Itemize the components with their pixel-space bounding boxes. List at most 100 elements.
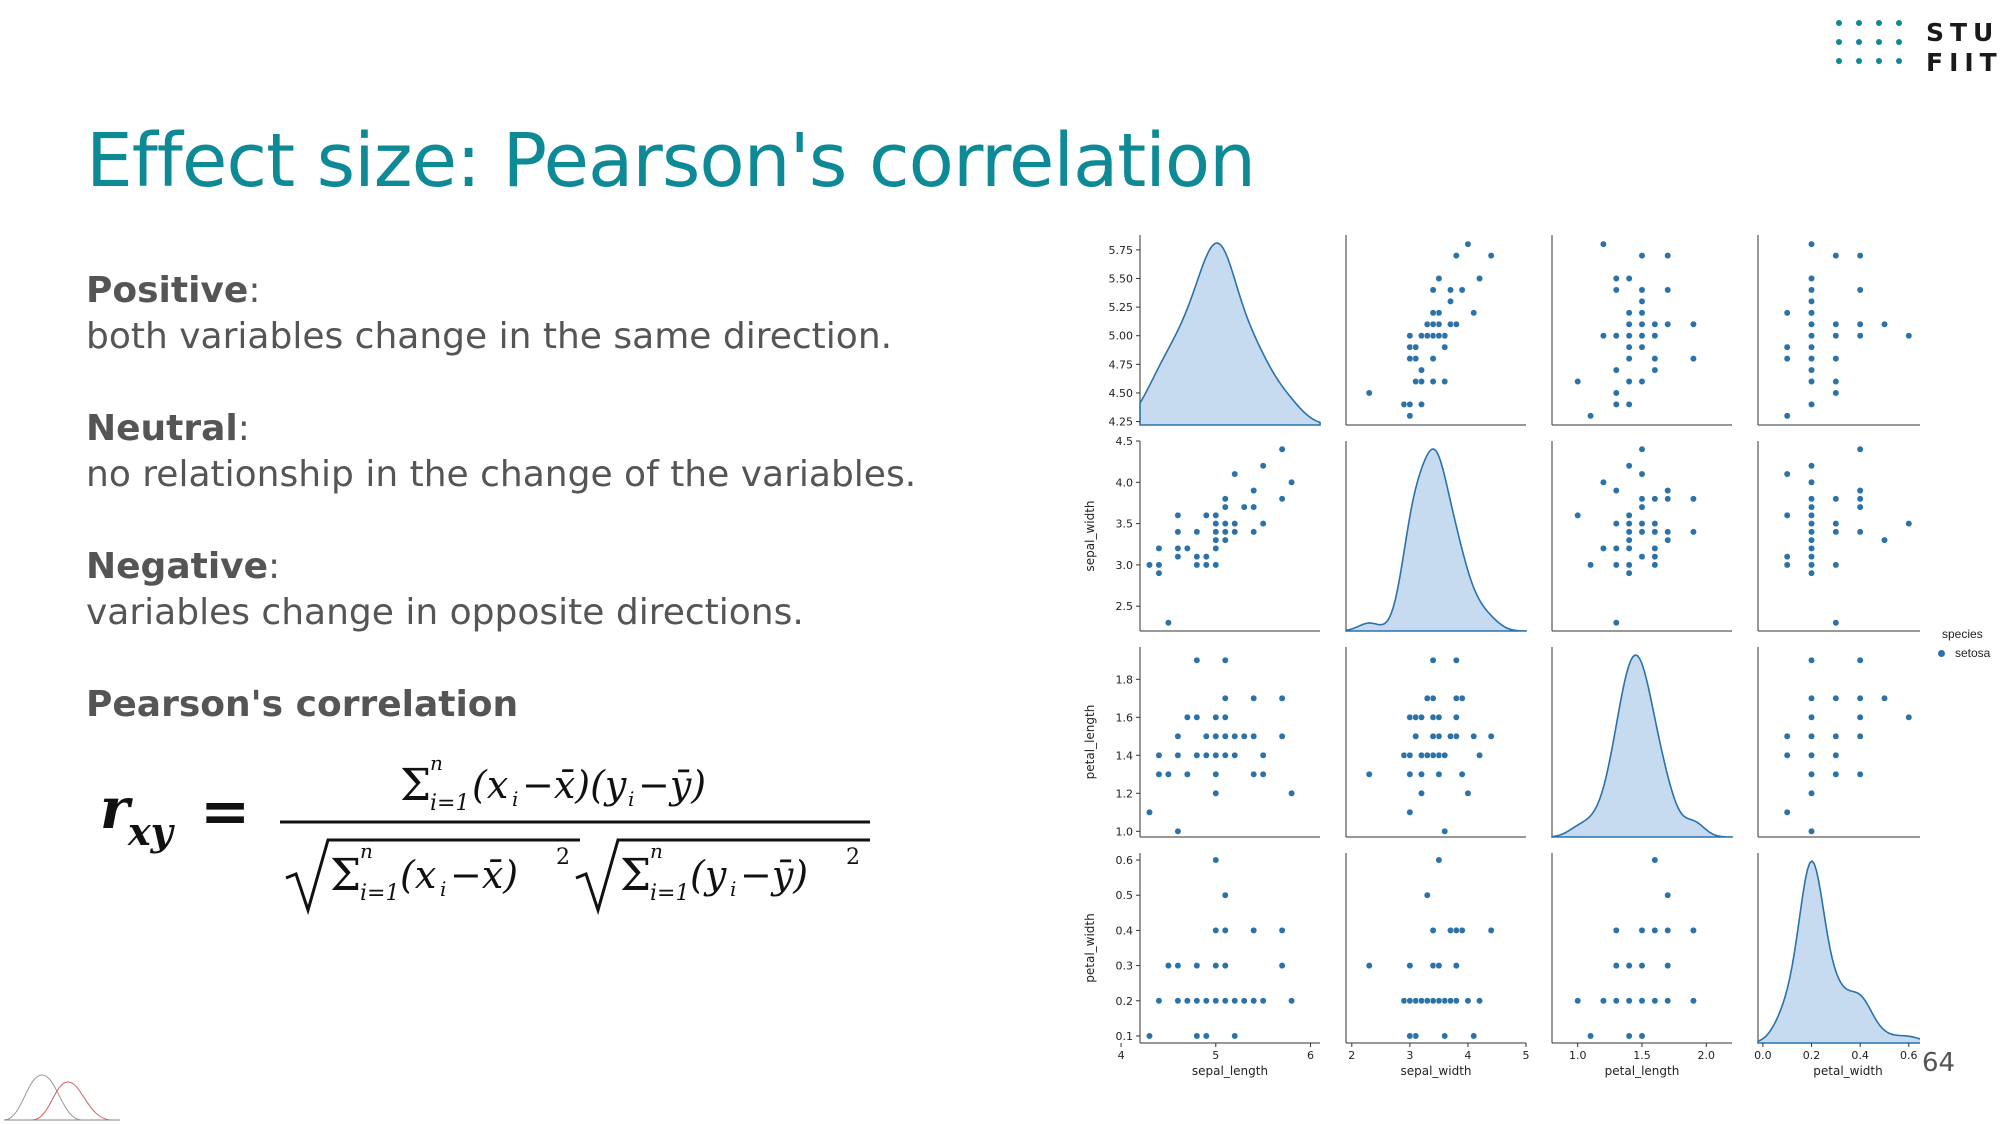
scatter-point — [1221, 528, 1229, 536]
scatter-point — [1435, 332, 1443, 340]
scatter-point — [1202, 1032, 1210, 1040]
scatter-point — [1193, 962, 1201, 970]
scatter-point — [1212, 511, 1220, 519]
y-tick-label: 0.2 — [1116, 995, 1134, 1008]
scatter-point — [1625, 997, 1633, 1005]
scatter-point — [1231, 528, 1239, 536]
scatter-point — [1452, 656, 1460, 664]
scatter-point — [1638, 252, 1646, 260]
scatter-point — [1808, 309, 1815, 317]
scatter-point — [1612, 926, 1620, 934]
scatter-point — [1406, 412, 1414, 420]
scatter-point — [1638, 297, 1646, 305]
scatter-point — [1174, 553, 1182, 561]
scatter-point — [1808, 656, 1815, 664]
scatter-point — [1447, 320, 1454, 328]
scatter-point — [1832, 520, 1840, 528]
scatter-point — [1783, 343, 1791, 351]
scatter-point — [1221, 751, 1229, 759]
scatter-point — [1435, 962, 1443, 970]
kde-curve-sepal_length — [1139, 242, 1321, 426]
scatter-point — [1278, 445, 1286, 453]
scatter-point — [1856, 503, 1864, 511]
scatter-point — [1412, 378, 1420, 385]
scatter-point — [1452, 997, 1460, 1005]
scatter-point — [1221, 503, 1229, 511]
scatter-point — [1612, 544, 1620, 552]
scatter-point — [1651, 366, 1659, 374]
logo-dot — [1896, 58, 1902, 64]
scatter-point — [1406, 962, 1414, 970]
scatter-point — [1406, 997, 1414, 1005]
scatter-point — [1155, 544, 1163, 552]
scatter-point — [1808, 366, 1815, 374]
page-number: 64 — [1922, 1048, 1956, 1078]
scatter-point — [1625, 343, 1633, 351]
svg-text:i: i — [628, 787, 634, 811]
scatter-point — [1625, 511, 1633, 519]
scatter-point — [1231, 520, 1239, 528]
scatter-point — [1202, 561, 1210, 569]
scatter-point — [1193, 751, 1201, 759]
scatter-point — [1406, 751, 1414, 759]
scatter-point — [1174, 827, 1182, 835]
scatter-point — [1808, 544, 1815, 552]
scatter-point — [1664, 962, 1672, 970]
scatter-point — [1832, 332, 1840, 340]
scatter-point — [1832, 495, 1840, 503]
scatter-point — [1447, 926, 1454, 934]
scatter-point — [1423, 751, 1431, 759]
svg-text:=: = — [200, 777, 250, 847]
scatter-point — [1146, 1032, 1153, 1040]
scatter-point — [1193, 561, 1201, 569]
scatter-point — [1808, 536, 1815, 544]
y-tick-label: 4.5 — [1116, 435, 1134, 448]
scatter-point — [1856, 694, 1864, 702]
scatter-point — [1808, 732, 1815, 740]
scatter-point — [1441, 751, 1449, 759]
logo-dot — [1876, 20, 1882, 26]
scatter-point — [1651, 561, 1659, 569]
scatter-point — [1638, 926, 1646, 934]
scatter-point — [1599, 332, 1607, 340]
svg-text:r: r — [100, 776, 133, 842]
scatter-point — [1193, 656, 1201, 664]
scatter-point — [1259, 751, 1267, 759]
scatter-point — [1212, 926, 1220, 934]
scatter-point — [1638, 445, 1646, 453]
scatter-point — [1664, 528, 1672, 536]
scatter-point — [1856, 286, 1864, 294]
scatter-point — [1832, 252, 1840, 260]
scatter-point — [1612, 366, 1620, 374]
scatter-point — [1418, 332, 1425, 340]
scatter-point — [1476, 997, 1483, 1005]
scatter-point — [1212, 997, 1220, 1005]
y-tick-label: 0.1 — [1116, 1030, 1134, 1043]
term-negative: Negative — [86, 546, 269, 587]
definition-positive-text: both variables change in the same direct… — [86, 316, 893, 357]
definition-negative: Negative: variables change in opposite d… — [86, 544, 804, 636]
logo-line-1: STU — [1926, 18, 2000, 47]
scatter-point — [1250, 770, 1258, 778]
scatter-point — [1638, 470, 1646, 478]
scatter-point — [1278, 962, 1286, 970]
scatter-point — [1808, 343, 1815, 351]
scatter-point — [1625, 569, 1633, 577]
scatter-point — [1400, 751, 1408, 759]
scatter-point — [1447, 286, 1454, 294]
scatter-point — [1856, 528, 1864, 536]
svg-text:Σ: Σ — [620, 850, 651, 901]
scatter-point — [1429, 355, 1437, 363]
svg-text:Σ: Σ — [400, 760, 431, 811]
scatter-point — [1212, 520, 1220, 528]
scatter-point — [1212, 536, 1220, 544]
scatter-point — [1406, 1032, 1414, 1040]
svg-text:n: n — [430, 751, 443, 775]
scatter-point — [1664, 495, 1672, 503]
scatter-point — [1278, 495, 1286, 503]
y-tick-label: 0.6 — [1116, 854, 1134, 867]
scatter-point — [1783, 751, 1791, 759]
scatter-point — [1808, 495, 1815, 503]
scatter-point — [1221, 713, 1229, 721]
scatter-point — [1412, 997, 1420, 1005]
